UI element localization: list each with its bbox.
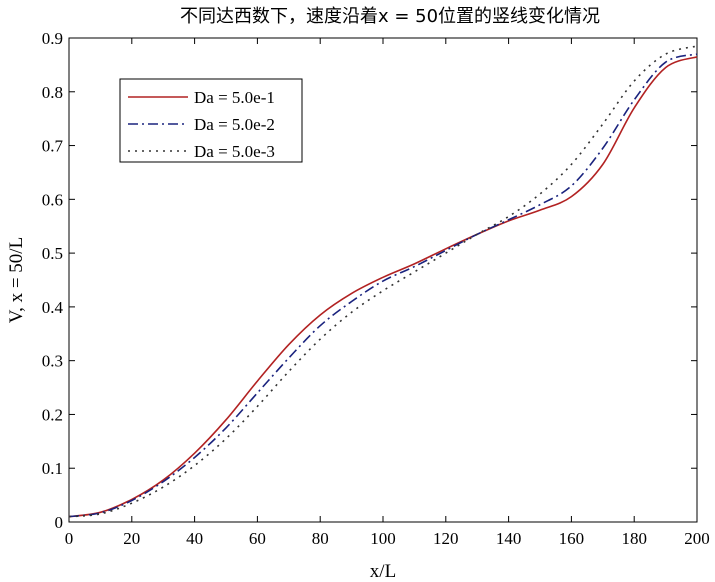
y-axis-label: V, x = 50/L	[6, 237, 27, 323]
x-tick-label: 120	[433, 529, 459, 548]
x-tick-label: 140	[496, 529, 522, 548]
legend-label-1: Da = 5.0e-1	[194, 88, 275, 107]
series-line-3	[68, 45, 698, 518]
series-lines	[68, 45, 698, 518]
x-axis-label: x/L	[370, 561, 396, 582]
x-tick-label: 80	[312, 529, 329, 548]
x-tick-label: 100	[370, 529, 396, 548]
y-tick-label: 0.6	[42, 190, 63, 209]
chart-title: 不同达西数下，速度沿着x = 50位置的竖线变化情况	[180, 6, 600, 27]
series-line-1	[68, 56, 698, 518]
y-tick-label: 0.5	[42, 244, 63, 263]
y-tick-label: 0.8	[42, 83, 63, 102]
x-tick-label: 160	[559, 529, 585, 548]
y-tick-label: 0.7	[42, 137, 64, 156]
legend-label-2: Da = 5.0e-2	[194, 115, 275, 134]
legend: Da = 5.0e-1 Da = 5.0e-2 Da = 5.0e-3	[119, 78, 303, 163]
series-line-2	[68, 53, 698, 518]
x-tick-label: 180	[621, 529, 647, 548]
ticks: 0 20 40 60 80 100 120 140 160 180 200 0 0.1 0.2 0.3 0.4…	[42, 29, 710, 548]
y-tick-label: 0	[55, 513, 64, 532]
legend-label-3: Da = 5.0e-3	[194, 142, 275, 161]
y-tick-label: 0.9	[42, 29, 63, 48]
y-tick-label: 0.4	[42, 298, 64, 317]
y-tick-label: 0.3	[42, 352, 63, 371]
legend-box	[119, 78, 303, 163]
y-tick-label: 0.2	[42, 405, 63, 424]
y-tick-label: 0.1	[42, 459, 63, 478]
x-tick-label: 40	[186, 529, 203, 548]
x-tick-label: 20	[123, 529, 140, 548]
x-tick-label: 0	[65, 529, 74, 548]
x-tick-label: 200	[684, 529, 710, 548]
x-tick-label: 60	[249, 529, 266, 548]
